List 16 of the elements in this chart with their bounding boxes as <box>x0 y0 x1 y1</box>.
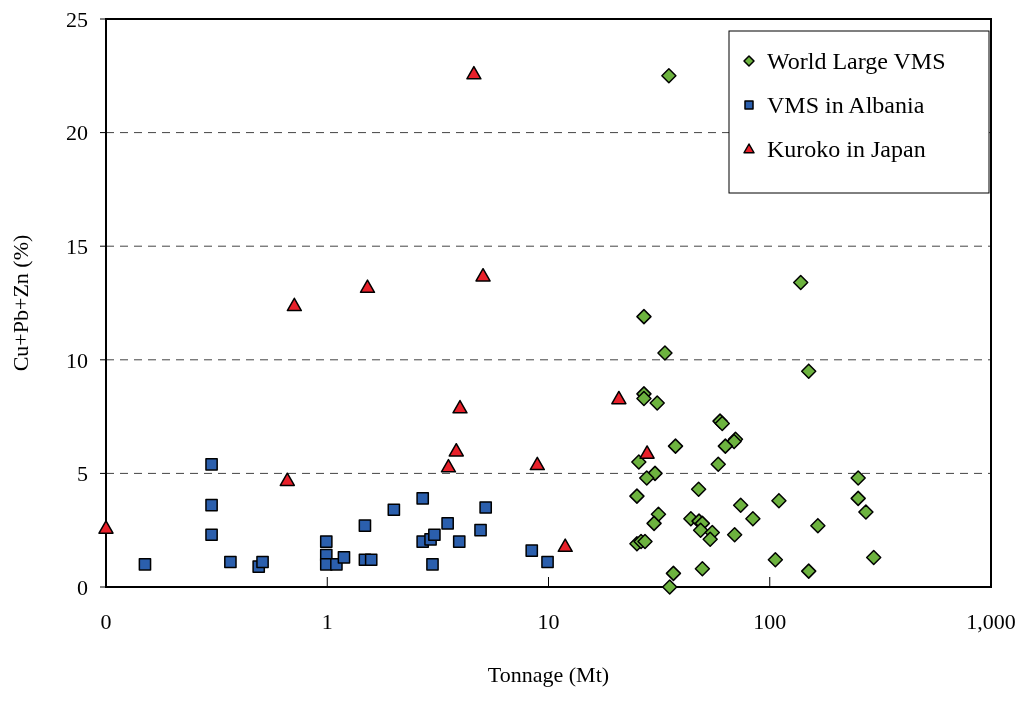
x-tick-label: 100 <box>753 609 787 634</box>
x-tick-label: 10 <box>537 609 560 634</box>
y-tick-label: 5 <box>77 461 88 487</box>
x-tick-label: 0 <box>100 609 112 634</box>
x-tick-label: 1,000 <box>966 609 1016 634</box>
x-tick-label: 1 <box>321 609 333 634</box>
y-tick-label: 15 <box>66 233 88 259</box>
x-axis-title: Tonnage (Mt) <box>487 662 610 687</box>
y-tick-label: 10 <box>66 347 88 373</box>
y-tick-label: 0 <box>77 574 88 600</box>
legend-label: Kuroko in Japan <box>767 136 926 163</box>
y-axis-title: Cu+Pb+Zn (%) <box>8 234 33 372</box>
legend-label: VMS in Albania <box>767 92 925 119</box>
y-tick-label: 20 <box>66 120 88 146</box>
y-tick-label: 25 <box>66 6 88 32</box>
legend-label: World Large VMS <box>767 48 946 75</box>
